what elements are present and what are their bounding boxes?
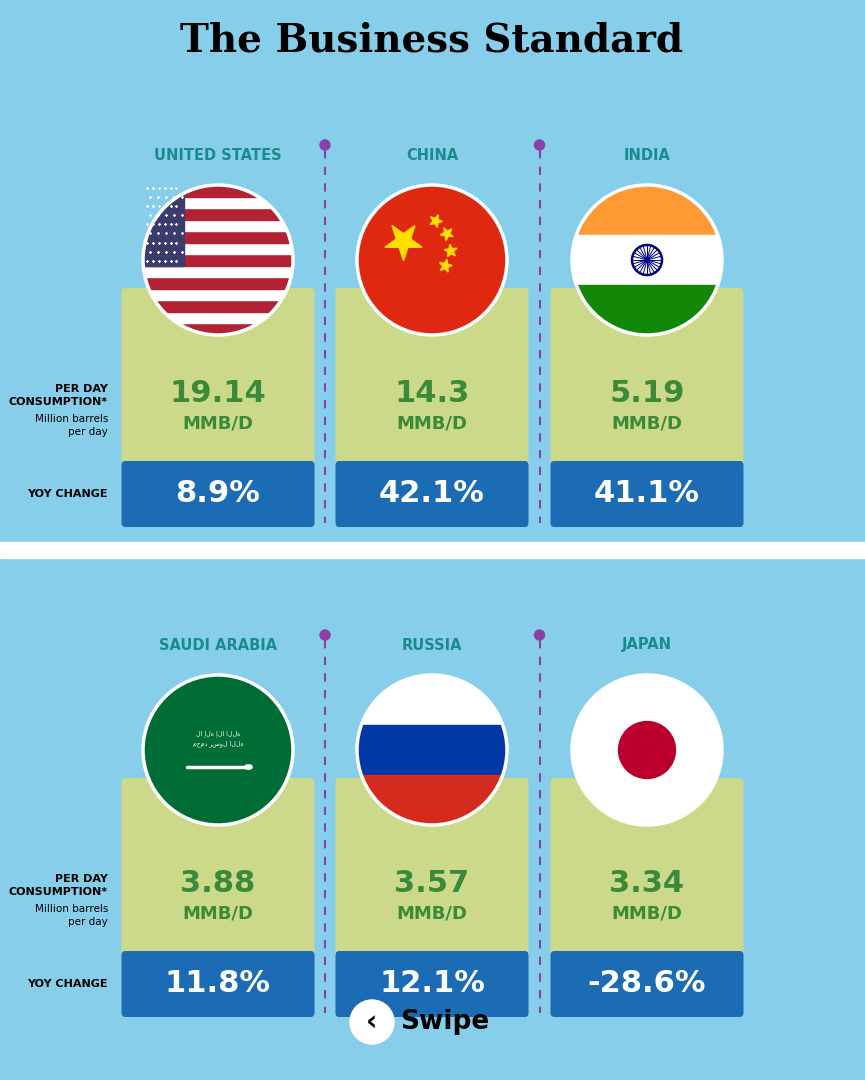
- Bar: [143, 324, 293, 335]
- Text: JAPAN: JAPAN: [622, 637, 672, 652]
- Bar: [143, 185, 184, 266]
- Bar: [143, 254, 293, 266]
- Text: PER DAY
CONSUMPTION*: PER DAY CONSUMPTION*: [9, 874, 108, 897]
- Bar: [357, 675, 507, 725]
- Text: 41.1%: 41.1%: [594, 480, 700, 509]
- Bar: [143, 243, 293, 254]
- Polygon shape: [444, 244, 457, 257]
- Bar: [0, 542, 865, 558]
- Circle shape: [572, 675, 722, 825]
- Text: YOY CHANGE: YOY CHANGE: [28, 489, 108, 499]
- Polygon shape: [439, 259, 452, 272]
- Text: 8.9%: 8.9%: [176, 480, 260, 509]
- FancyBboxPatch shape: [336, 288, 529, 469]
- Polygon shape: [385, 226, 422, 260]
- Polygon shape: [430, 215, 443, 228]
- Circle shape: [357, 185, 507, 335]
- Bar: [143, 231, 293, 243]
- Text: 12.1%: 12.1%: [379, 970, 485, 999]
- Text: لا إله إلا الله
محمد رسول الله: لا إله إلا الله محمد رسول الله: [193, 731, 243, 746]
- Polygon shape: [440, 228, 453, 241]
- Text: MMB/D: MMB/D: [612, 415, 682, 432]
- FancyBboxPatch shape: [550, 461, 744, 527]
- Text: CHINA: CHINA: [406, 148, 458, 162]
- Bar: [143, 208, 293, 219]
- Text: Million barrels
per day: Million barrels per day: [35, 904, 108, 927]
- Circle shape: [350, 1000, 394, 1044]
- Text: 5.19: 5.19: [609, 379, 685, 408]
- Text: 11.8%: 11.8%: [165, 970, 271, 999]
- Text: SAUDI ARABIA: SAUDI ARABIA: [159, 637, 277, 652]
- Bar: [143, 278, 293, 288]
- FancyBboxPatch shape: [121, 461, 315, 527]
- FancyBboxPatch shape: [121, 951, 315, 1017]
- Text: RUSSIA: RUSSIA: [401, 637, 462, 652]
- Text: 14.3: 14.3: [394, 379, 470, 408]
- Bar: [572, 285, 722, 335]
- Text: The Business Standard: The Business Standard: [181, 21, 683, 59]
- Circle shape: [618, 721, 676, 779]
- Text: 42.1%: 42.1%: [379, 480, 485, 509]
- Bar: [143, 185, 293, 197]
- FancyBboxPatch shape: [336, 461, 529, 527]
- Bar: [357, 725, 507, 775]
- Bar: [143, 288, 293, 300]
- FancyBboxPatch shape: [336, 778, 529, 959]
- Circle shape: [143, 675, 293, 825]
- Circle shape: [320, 630, 330, 640]
- Bar: [143, 312, 293, 324]
- FancyBboxPatch shape: [550, 778, 744, 959]
- FancyBboxPatch shape: [550, 951, 744, 1017]
- Bar: [357, 775, 507, 825]
- FancyBboxPatch shape: [121, 778, 315, 959]
- Text: MMB/D: MMB/D: [396, 415, 467, 432]
- Text: UNITED STATES: UNITED STATES: [154, 148, 282, 162]
- Circle shape: [535, 630, 544, 640]
- Text: Million barrels
per day: Million barrels per day: [35, 415, 108, 436]
- Text: ‹: ‹: [366, 1008, 378, 1036]
- Text: -28.6%: -28.6%: [587, 970, 706, 999]
- Circle shape: [320, 140, 330, 150]
- Text: Swipe: Swipe: [400, 1009, 490, 1035]
- FancyBboxPatch shape: [550, 288, 744, 469]
- Text: MMB/D: MMB/D: [183, 415, 253, 432]
- FancyBboxPatch shape: [121, 288, 315, 469]
- Bar: [143, 266, 293, 278]
- Bar: [143, 219, 293, 231]
- Text: 3.88: 3.88: [181, 869, 256, 897]
- Text: MMB/D: MMB/D: [612, 905, 682, 922]
- Bar: [143, 197, 293, 208]
- Text: PER DAY
CONSUMPTION*: PER DAY CONSUMPTION*: [9, 383, 108, 407]
- Text: YOY CHANGE: YOY CHANGE: [28, 978, 108, 989]
- Text: MMB/D: MMB/D: [183, 905, 253, 922]
- Text: INDIA: INDIA: [624, 148, 670, 162]
- Bar: [572, 235, 722, 285]
- Text: 3.34: 3.34: [610, 869, 684, 897]
- Text: MMB/D: MMB/D: [396, 905, 467, 922]
- Bar: [143, 300, 293, 312]
- Bar: [572, 185, 722, 235]
- Circle shape: [645, 258, 649, 261]
- FancyBboxPatch shape: [336, 951, 529, 1017]
- Text: 3.57: 3.57: [394, 869, 470, 897]
- Text: 19.14: 19.14: [170, 379, 266, 408]
- Circle shape: [535, 140, 544, 150]
